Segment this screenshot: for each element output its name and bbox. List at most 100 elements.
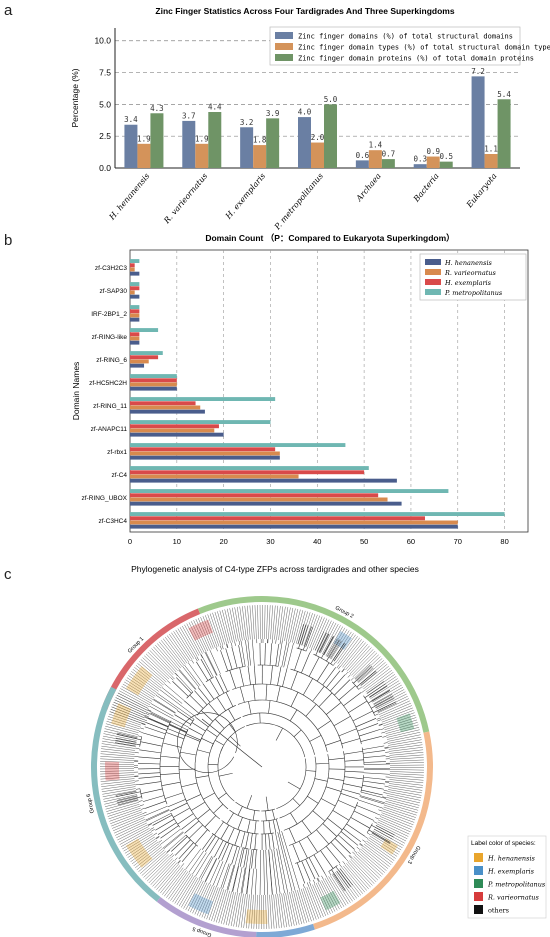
chart-c-branch: [310, 720, 328, 752]
chart-c-leaf-label: [140, 659, 167, 683]
chart-c-branch: [277, 640, 283, 667]
chart-c-branch: [320, 850, 334, 869]
chart-c-species-highlight: [245, 909, 268, 924]
chart-c-branch: [201, 738, 214, 745]
chart-c-branch: [194, 829, 208, 845]
chart-c-branch: [336, 870, 349, 889]
chart-c-branch: [384, 747, 389, 749]
chart-c-branch: [271, 818, 278, 821]
chart-c-branch: [359, 796, 385, 805]
chart-c-leaf-label: [385, 800, 419, 811]
chart-c-branch: [341, 669, 345, 673]
chart-c-branch: [333, 643, 346, 662]
chart-c-branch: [309, 881, 312, 886]
chart-c-leaf-label: [118, 826, 149, 843]
chart-c-leaf-label: [387, 789, 422, 796]
chart-c-leaf-label: [178, 876, 197, 907]
chart-c-branch: [328, 795, 341, 816]
chart-c-leaf-label: [181, 877, 199, 908]
chart-c-leaf-label: [155, 644, 178, 671]
chart-c-branch: [142, 811, 147, 814]
chart-c-branch: [251, 868, 254, 895]
chart-c-leaf-label: [100, 756, 135, 759]
chart-c-branch: [347, 674, 351, 678]
chart-c-leaf-label: [209, 613, 222, 646]
chart-c-branch: [317, 877, 320, 882]
chart-c-branch: [314, 631, 325, 651]
chart-c-leaf-label: [211, 888, 223, 921]
chart-c-leaf-label: [365, 842, 393, 863]
chart-c-branch: [208, 703, 220, 716]
chart-c-branch: [350, 817, 371, 829]
chart-b-ytick-label: zf-HC5HC2H: [89, 380, 127, 387]
chart-c-leaf-label: [268, 605, 271, 640]
chart-c-branch: [277, 832, 293, 892]
chart-c-branch: [363, 761, 386, 763]
chart-c-species-highlight: [126, 838, 153, 868]
chart-c-branch: [290, 671, 298, 690]
chart-c-leaf-label: [339, 868, 362, 896]
chart-c-branch: [281, 641, 288, 667]
chart-b-ytick-label: zf-RING-like: [92, 334, 128, 341]
chart-c-branch: [352, 710, 373, 722]
chart-c-branch: [338, 665, 341, 670]
chart-b-bar: [130, 374, 177, 378]
chart-c-branch: [167, 728, 186, 736]
chart-b-legend-swatch: [425, 279, 441, 285]
chart-c-leaf-label: [301, 613, 313, 646]
chart-c-leaf-label: [379, 702, 411, 717]
chart-c-branch: [366, 823, 373, 833]
chart-a-legend: [269, 26, 521, 66]
chart-b-bar: [130, 386, 177, 391]
chart-c-branch: [230, 642, 233, 647]
chart-c-branch: [268, 833, 271, 850]
chart-c-branch: [160, 755, 180, 759]
chart-c-group-ring: [156, 897, 257, 937]
chart-c-branch: [277, 666, 282, 686]
chart-c-branch: [150, 827, 154, 830]
chart-c-branch: [324, 873, 328, 878]
chart-c-branch: [384, 785, 389, 787]
chart-c-leaf-label: [316, 620, 332, 652]
chart-b-bar: [130, 401, 196, 406]
chart-c-branch: [221, 645, 224, 650]
chart-c-leaf-labels: [100, 605, 424, 929]
chart-c-leaf-label: [100, 772, 135, 775]
chart-b-bar: [130, 497, 388, 502]
chart-b-legend-label: H. exemplaris: [444, 279, 492, 287]
chart-c-branch: [191, 801, 206, 811]
chart-c-branch: [221, 820, 233, 828]
chart-c-leaf-label: [367, 839, 396, 859]
chart-c-branch: [333, 832, 341, 841]
chart-c-leaf-label: [124, 835, 154, 854]
chart-c-leaf-label: [115, 820, 147, 836]
chart-c-branch: [207, 806, 221, 820]
chart-c-branch: [115, 740, 141, 746]
chart-c-leaf-label: [363, 667, 391, 690]
chart-c-branch: [353, 810, 374, 821]
chart-c-leaf-label: [207, 614, 220, 647]
chart-c-branch: [337, 834, 355, 850]
chart-c-leaf-label: [101, 782, 135, 787]
chart-c-branch: [266, 664, 279, 667]
chart-c-leaf-label: [236, 606, 243, 641]
chart-c-leaf-label: [174, 874, 194, 904]
chart-c-branch: [188, 824, 203, 839]
chart-c-leaf-label: [171, 632, 191, 662]
chart-c-species-highlight: [111, 703, 132, 728]
chart-b-bar: [130, 489, 449, 493]
chart-c-branch: [140, 727, 145, 730]
chart-c-branch: [366, 681, 385, 694]
chart-c-branch: [240, 831, 246, 848]
chart-a-bar: [381, 159, 395, 168]
chart-c-branch: [275, 819, 280, 832]
chart-b-bar: [130, 451, 280, 456]
chart-c-branch: [149, 705, 190, 728]
chart-a-xtick-label: R. varieornatus: [162, 172, 210, 226]
chart-c-branch: [272, 819, 277, 833]
chart-a-data-label: 7.2: [471, 67, 485, 76]
chart-c-branch: [336, 664, 340, 669]
chart-c-branch: [215, 647, 218, 652]
chart-c-leaf-label: [116, 822, 147, 838]
chart-c-branch: [178, 741, 184, 763]
